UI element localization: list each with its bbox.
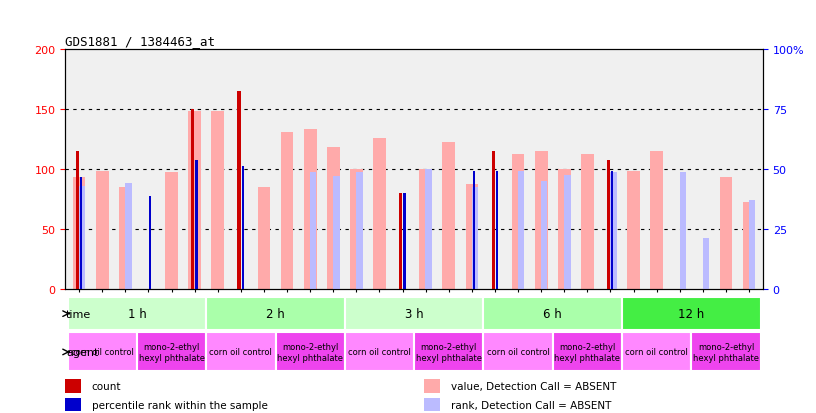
Bar: [76, 152, 79, 289]
Text: count: count: [92, 381, 122, 391]
Bar: [188, 112, 201, 289]
Bar: [518, 172, 525, 289]
Bar: [345, 332, 414, 372]
Text: 1 h: 1 h: [127, 307, 146, 320]
Bar: [79, 186, 86, 289]
Bar: [425, 169, 432, 289]
Bar: [80, 178, 82, 289]
Bar: [483, 297, 622, 330]
Text: corn oil control: corn oil control: [71, 348, 134, 356]
Bar: [125, 184, 131, 289]
Bar: [304, 130, 317, 289]
Bar: [137, 332, 206, 372]
Bar: [483, 332, 552, 372]
Text: mono-2-ethyl
hexyl phthalate: mono-2-ethyl hexyl phthalate: [554, 342, 620, 362]
Text: mono-2-ethyl
hexyl phthalate: mono-2-ethyl hexyl phthalate: [277, 342, 344, 362]
Bar: [65, 380, 81, 392]
Text: mono-2-ethyl
hexyl phthalate: mono-2-ethyl hexyl phthalate: [416, 342, 481, 362]
Bar: [552, 332, 622, 372]
Bar: [68, 332, 137, 372]
Bar: [399, 193, 402, 289]
Text: mono-2-ethyl
hexyl phthalate: mono-2-ethyl hexyl phthalate: [693, 342, 759, 362]
Bar: [743, 203, 756, 289]
Bar: [541, 181, 548, 289]
Bar: [472, 188, 478, 289]
Text: 3 h: 3 h: [405, 307, 424, 320]
Bar: [65, 398, 81, 411]
Bar: [491, 152, 494, 289]
Text: corn oil control: corn oil control: [625, 348, 688, 356]
Bar: [345, 297, 483, 330]
Bar: [96, 172, 109, 289]
Text: percentile rank within the sample: percentile rank within the sample: [92, 400, 268, 410]
Text: mono-2-ethyl
hexyl phthalate: mono-2-ethyl hexyl phthalate: [139, 342, 205, 362]
Bar: [281, 132, 294, 289]
Bar: [424, 380, 440, 392]
Text: corn oil control: corn oil control: [486, 348, 549, 356]
Text: 6 h: 6 h: [543, 307, 562, 320]
Bar: [165, 173, 178, 289]
Bar: [607, 161, 610, 289]
Bar: [465, 185, 478, 289]
Bar: [581, 155, 594, 289]
Bar: [419, 169, 432, 289]
Bar: [310, 173, 317, 289]
Bar: [211, 112, 224, 289]
Bar: [442, 143, 455, 289]
Bar: [149, 197, 152, 289]
Bar: [628, 172, 640, 289]
Bar: [558, 169, 570, 289]
Bar: [424, 398, 440, 411]
Bar: [68, 297, 206, 330]
Text: 2 h: 2 h: [266, 307, 285, 320]
Bar: [749, 200, 756, 289]
Bar: [403, 193, 406, 289]
Bar: [564, 176, 570, 289]
Bar: [703, 239, 709, 289]
Bar: [534, 152, 548, 289]
Bar: [495, 172, 498, 289]
Text: corn oil control: corn oil control: [348, 348, 411, 356]
Text: rank, Detection Call = ABSENT: rank, Detection Call = ABSENT: [451, 400, 611, 410]
Bar: [650, 152, 663, 289]
Text: 12 h: 12 h: [678, 307, 704, 320]
Bar: [242, 167, 244, 289]
Text: value, Detection Call = ABSENT: value, Detection Call = ABSENT: [451, 381, 616, 391]
Bar: [680, 173, 686, 289]
Bar: [512, 155, 525, 289]
Bar: [119, 188, 131, 289]
Bar: [195, 161, 197, 289]
Bar: [414, 332, 483, 372]
Bar: [622, 332, 691, 372]
Bar: [258, 188, 270, 289]
Text: corn oil control: corn oil control: [210, 348, 273, 356]
Bar: [373, 138, 386, 289]
Text: agent: agent: [66, 347, 99, 357]
Bar: [237, 92, 241, 289]
Bar: [691, 332, 761, 372]
Bar: [276, 332, 345, 372]
Bar: [73, 178, 86, 289]
Bar: [356, 173, 362, 289]
Bar: [206, 297, 345, 330]
Bar: [622, 297, 761, 330]
Bar: [720, 178, 732, 289]
Bar: [610, 173, 617, 289]
Bar: [472, 172, 475, 289]
Text: GDS1881 / 1384463_at: GDS1881 / 1384463_at: [65, 36, 215, 48]
Text: time: time: [66, 309, 91, 319]
Bar: [327, 148, 339, 289]
Bar: [191, 109, 194, 289]
Bar: [611, 172, 614, 289]
Bar: [333, 176, 339, 289]
Bar: [206, 332, 276, 372]
Bar: [350, 169, 363, 289]
